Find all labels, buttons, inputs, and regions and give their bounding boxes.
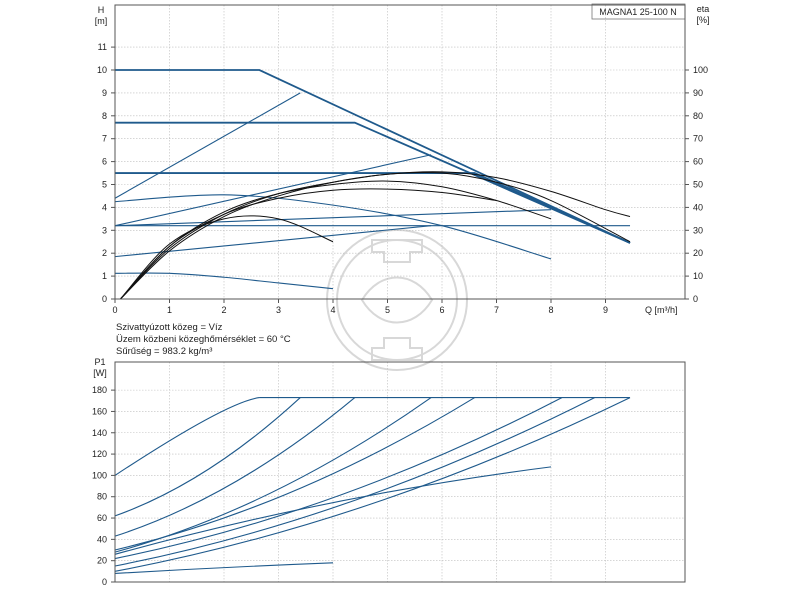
p1-tick-label-4: 80 (97, 492, 107, 502)
power-curve-2 (114, 397, 356, 537)
y2-tick-label-8: 80 (693, 111, 703, 121)
y2-tick-label-2: 20 (693, 248, 703, 258)
head-curve-4 (114, 154, 432, 227)
p1-tick-label-3: 60 (97, 513, 107, 523)
x-tick-label-0: 0 (112, 305, 117, 315)
head-curve-0 (115, 69, 631, 244)
y-tick-label-10: 10 (97, 65, 107, 75)
watermark-logo (326, 229, 468, 371)
lower-curves (114, 397, 631, 575)
p1-tick-label-7: 140 (92, 428, 107, 438)
y-tick-label-9: 9 (102, 88, 107, 98)
y-tick-label-1: 1 (102, 271, 107, 281)
y-tick-label-7: 7 (102, 134, 107, 144)
efficiency-curve-11 (120, 171, 631, 300)
info-line-density: Sűrűség = 983.2 kg/m³ (116, 346, 212, 357)
y-tick-label-6: 6 (102, 157, 107, 167)
y2-tick-label-1: 10 (693, 271, 703, 281)
p1-tick-label-6: 120 (92, 449, 107, 459)
upper-plot-frame (114, 4, 686, 300)
power-curve-3 (114, 397, 432, 553)
p1-tick-label-1: 20 (97, 556, 107, 566)
y-axis-unit-p1: [W] (93, 368, 107, 378)
y2-tick-label-5: 50 (693, 180, 703, 190)
x-tick-label-6: 6 (439, 305, 444, 315)
x-tick-label-2: 2 (221, 305, 226, 315)
title-box: MAGNA1 25-100 N (591, 3, 686, 20)
power-curve-8 (114, 466, 552, 555)
y2-tick-label-3: 30 (693, 225, 703, 235)
p1-tick-label-5: 100 (92, 470, 107, 480)
x-tick-label-7: 7 (494, 305, 499, 315)
power-curve-6 (114, 397, 595, 567)
head-curve-7 (114, 194, 552, 260)
y-tick-label-2: 2 (102, 248, 107, 258)
y2-tick-label-4: 40 (693, 202, 703, 212)
info-line-temperature: Üzem közbeni közeghőmérséklet = 60 °C (116, 334, 291, 345)
lower-y-ticks: 0 20 40 60 80 100 120 140 160 180 (92, 385, 115, 587)
y2-tick-label-6: 60 (693, 157, 703, 167)
y-tick-label-0: 0 (102, 294, 107, 304)
y-tick-label-5: 5 (102, 180, 107, 190)
x-tick-label-9: 9 (603, 305, 608, 315)
p1-tick-label-2: 40 (97, 534, 107, 544)
power-curve-9 (114, 562, 334, 575)
y2-tick-label-9: 90 (693, 88, 703, 98)
upper-y-ticks: 0 1 2 3 4 5 6 7 8 9 10 11 (97, 42, 115, 304)
y2-axis-unit-eta: [%] (696, 15, 709, 25)
head-curve-5 (114, 225, 432, 258)
y-axis-label-h-symbol: H (98, 5, 105, 15)
power-curve-7 (114, 397, 631, 572)
power-curve-0 (114, 397, 260, 476)
head-efficiency-panel: 0 1 2 3 4 5 6 7 8 9 0 1 2 3 4 5 6 7 8 9 10 11 0 10 20 30 40 50 60 7… (95, 4, 710, 315)
y-axis-label-h: H (98, 5, 105, 15)
power-curve-1 (114, 397, 301, 517)
y-tick-label-3: 3 (102, 225, 107, 235)
y2-tick-label-7: 70 (693, 134, 703, 144)
head-curve-2 (115, 172, 631, 244)
p1-tick-label-9: 180 (92, 385, 107, 395)
x-axis-label: Q [m³/h] (645, 305, 678, 315)
y-axis-label-p1: P1 (94, 357, 105, 367)
p1-tick-label-0: 0 (102, 577, 107, 587)
x-tick-label-1: 1 (167, 305, 172, 315)
p1-tick-label-8: 160 (92, 406, 107, 416)
x-tick-label-4: 4 (330, 305, 335, 315)
x-tick-label-3: 3 (276, 305, 281, 315)
power-panel: 0 20 40 60 80 100 120 140 160 180 P1 [W] (92, 357, 686, 587)
upper-grid (114, 5, 685, 300)
info-line-medium: Szivattyúzott közeg = Víz (116, 322, 223, 333)
x-tick-label-8: 8 (548, 305, 553, 315)
power-curve-5 (114, 397, 563, 560)
y-tick-label-11: 11 (98, 42, 107, 52)
chart-title: MAGNA1 25-100 N (599, 7, 677, 17)
medium-info: Szivattyúzott közeg = Víz Üzem közbeni k… (116, 322, 291, 357)
y-tick-label-8: 8 (102, 111, 107, 121)
head-curve-8 (114, 272, 334, 290)
efficiency-curve-13 (120, 188, 497, 300)
y2-tick-label-0: 0 (693, 294, 698, 304)
power-curve-4 (114, 397, 475, 551)
y-tick-label-4: 4 (102, 202, 107, 212)
head-curve-3 (114, 92, 301, 199)
lower-plot-frame (114, 361, 686, 583)
head-curve-1 (115, 121, 631, 244)
x-tick-label-5: 5 (385, 305, 390, 315)
y2-axis-label-eta: eta (697, 4, 710, 14)
head-curve-6 (114, 209, 552, 227)
efficiency-curve-10 (120, 171, 631, 300)
y2-tick-label-10: 100 (693, 65, 708, 75)
efficiency-curve-14 (120, 215, 334, 300)
upper-x-ticks: 0 1 2 3 4 5 6 7 8 9 (112, 299, 608, 315)
y-axis-unit-h: [m] (95, 16, 108, 26)
upper-y2-ticks: 0 10 20 30 40 50 60 70 80 90 100 (685, 65, 708, 304)
upper-curves (114, 69, 631, 300)
